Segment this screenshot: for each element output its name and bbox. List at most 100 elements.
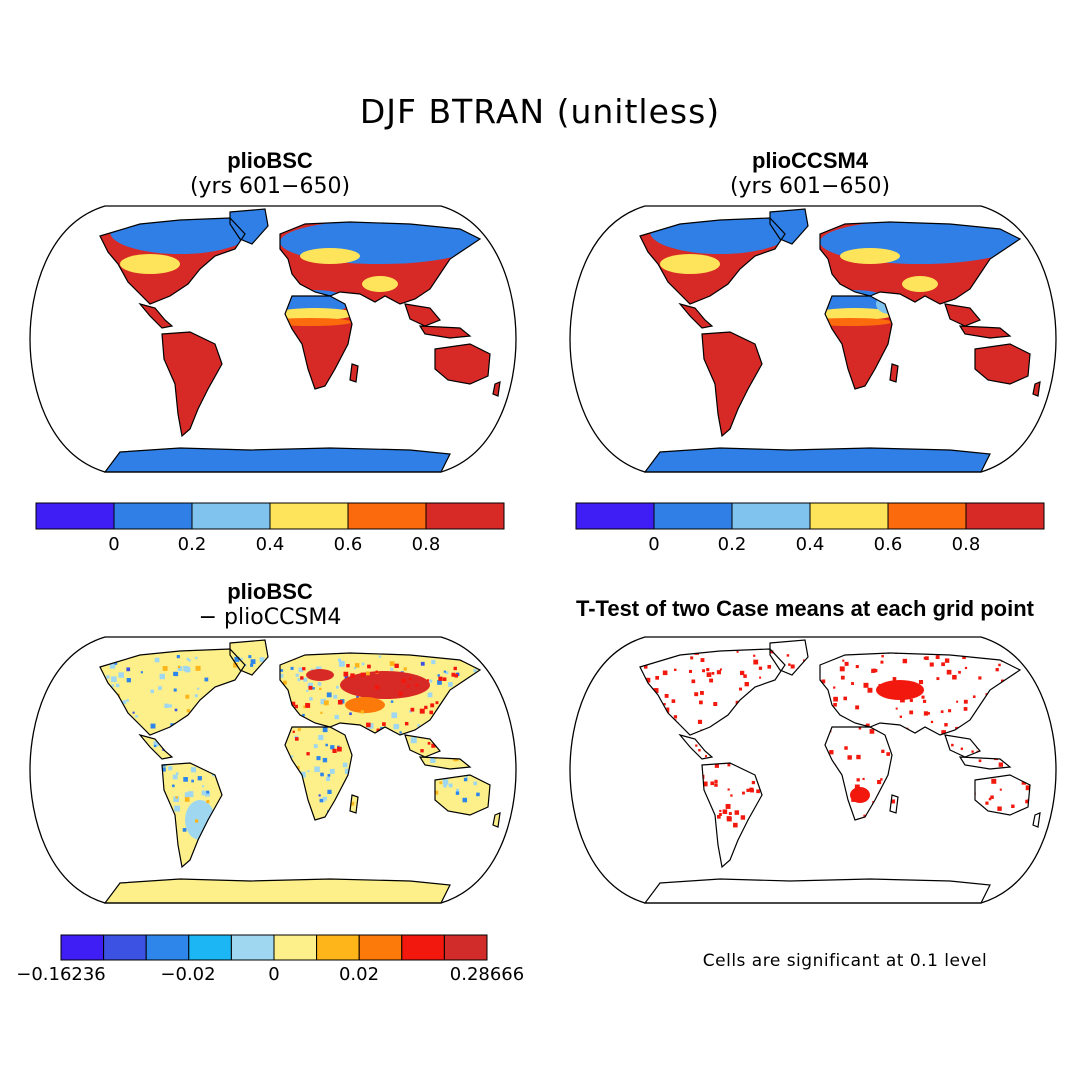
land-antarctica: [645, 879, 990, 903]
land-camerica: [680, 735, 712, 759]
coastline: [418, 325, 472, 339]
grid-cell: [709, 678, 714, 683]
grid-cell: [991, 778, 997, 784]
grid-cell: [851, 682, 854, 685]
grid-cell: [197, 776, 202, 781]
grid-cell: [194, 694, 198, 698]
grid-cell: [404, 721, 409, 726]
coastline: [138, 302, 174, 329]
field-region: [306, 669, 334, 681]
grid-cell: [395, 724, 400, 729]
grid-cell: [354, 663, 360, 668]
grid-cell: [326, 692, 332, 698]
colorbar-plioBSC-labels: 0 0.2 0.4 0.6 0.8: [36, 534, 504, 558]
grid-cell: [694, 692, 699, 697]
grid-cell: [329, 768, 335, 774]
grid-cell: [234, 656, 240, 662]
panel-3-title: plioBSC: [227, 579, 313, 604]
grid-cell: [839, 666, 845, 672]
tick-label: 0.8: [951, 534, 981, 555]
grid-cell: [726, 816, 732, 822]
grid-cell: [365, 671, 370, 676]
grid-cell: [453, 666, 457, 671]
colorbar-swatch: [653, 502, 733, 530]
field-region: [300, 248, 360, 264]
grid-cell: [177, 665, 181, 669]
colorbar-swatch: [809, 502, 889, 530]
grid-cell: [442, 677, 447, 681]
grid-cell: [390, 700, 394, 703]
significance-note: Cells are significant at 0.1 level: [702, 951, 988, 971]
grid-cell: [727, 763, 731, 767]
grid-cell: [401, 678, 406, 684]
grid-cell: [326, 777, 331, 782]
colorbar-swatch: [401, 934, 445, 961]
grid-cell: [877, 779, 882, 785]
coastline: [824, 726, 893, 821]
grid-cell: [299, 771, 306, 778]
grid-cell: [753, 654, 756, 657]
coastline: [492, 812, 501, 828]
grid-cell: [153, 741, 159, 747]
grid-cell: [319, 798, 324, 803]
grid-cell: [204, 677, 209, 682]
grid-cell: [298, 667, 304, 673]
grid-cell: [833, 702, 837, 707]
coastline: [944, 303, 981, 327]
grid-cell: [706, 672, 712, 678]
grid-cell: [186, 657, 189, 661]
grid-cell: [706, 667, 710, 672]
grid-cell: [442, 779, 449, 785]
colorbar-swatch: [191, 502, 271, 530]
grid-cell: [727, 788, 730, 791]
grid-cell: [930, 720, 934, 724]
grid-cell: [173, 671, 178, 676]
grid-cell: [259, 657, 265, 663]
colorbar-swatch: [425, 502, 505, 530]
grid-cell: [855, 705, 860, 710]
grid-cell: [990, 795, 994, 799]
grid-cell: [736, 650, 739, 653]
colorbar-swatch: [316, 934, 360, 961]
colorbar-swatch: [358, 934, 403, 961]
grid-cell: [488, 869, 494, 875]
land-greenland: [770, 640, 808, 675]
grid-cell: [695, 744, 698, 747]
grid-cell: [902, 658, 908, 664]
grid-cell: [312, 687, 315, 690]
grid-cell: [115, 683, 120, 688]
grid-cell: [746, 788, 750, 792]
grid-cell: [296, 765, 300, 770]
grid-cell: [455, 791, 460, 795]
grid-cell: [1011, 804, 1015, 808]
grid-cell: [925, 656, 929, 660]
grid-cell: [295, 737, 299, 741]
tick-label: 0.6: [333, 534, 363, 555]
land-australia: [975, 344, 1030, 384]
grid-cell: [378, 655, 382, 658]
grid-cell: [367, 723, 374, 729]
grid-cell: [426, 679, 430, 682]
grid-cell: [688, 669, 693, 673]
grid-cell: [881, 749, 885, 753]
grid-cell: [856, 778, 860, 782]
grid-cell: [960, 747, 964, 750]
grid-cell: [201, 790, 207, 796]
tick-label: 0.4: [255, 534, 285, 555]
grid-cell: [360, 710, 365, 714]
grid-cell: [322, 727, 328, 733]
land-camerica: [680, 304, 712, 328]
grid-cell: [944, 723, 948, 727]
grid-cell: [327, 774, 331, 777]
grid-cell: [842, 659, 845, 662]
grid-cell: [941, 730, 946, 735]
grid-cell: [767, 664, 772, 669]
grid-cell: [739, 670, 745, 676]
grid-cell: [297, 728, 301, 732]
panel-3-subtitle: − plioCCSM4: [198, 605, 342, 630]
grid-cell: [106, 675, 110, 679]
grid-cell: [958, 670, 961, 674]
grid-cell: [240, 657, 243, 661]
grid-cell: [899, 715, 903, 718]
grid-cell: [291, 701, 296, 706]
